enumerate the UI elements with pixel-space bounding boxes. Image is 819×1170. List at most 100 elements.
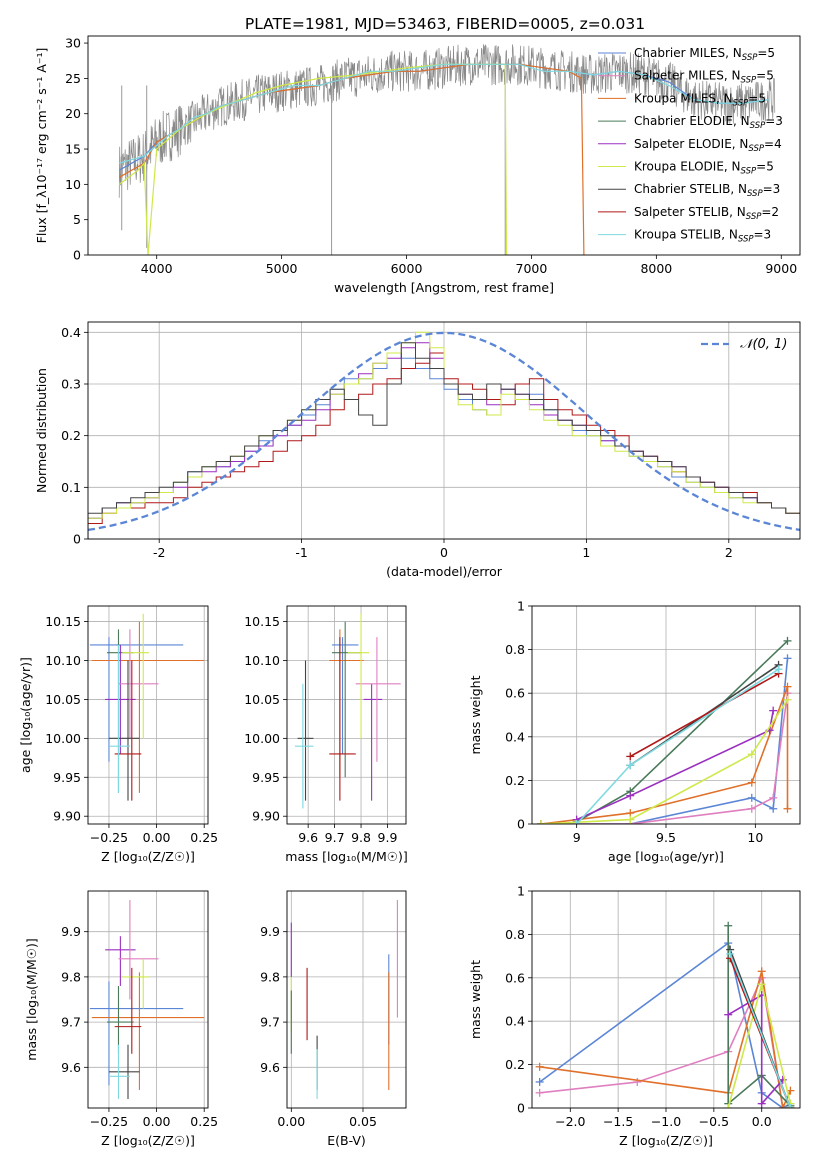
plot-area (89, 900, 205, 1099)
x-tick-label: −1.0 (651, 1114, 681, 1129)
data-point (108, 644, 130, 793)
y-axis-label: mass weight (468, 675, 483, 754)
plot-area (118, 44, 776, 255)
legend-entry-label: Chabrier MILES, NSSP=5 (634, 46, 775, 63)
legend-sub: SSP (750, 121, 766, 131)
x-tick-label: 9000 (765, 261, 797, 276)
y-tick-label: 10.05 (45, 692, 81, 707)
x-tick-label: −1.5 (603, 1114, 633, 1129)
legend-entry-label: Chabrier STELIB, NSSP=3 (634, 182, 780, 199)
x-tick-label: 7000 (516, 261, 548, 276)
data-point (108, 660, 140, 801)
legend-suffix: =4 (764, 137, 782, 151)
x-tick-label: 5000 (266, 261, 298, 276)
y-tick-label: 0.8 (505, 642, 525, 657)
legend-sub: SSP (746, 212, 762, 222)
data-point (108, 1044, 130, 1099)
data-point (91, 972, 205, 1090)
x-axis-label: Z [log₁₀(Z/Z☉)] (619, 1133, 713, 1148)
y-axis-label: mass [log₁₀(M/M☉)] (24, 938, 39, 1060)
data-point (118, 629, 159, 739)
x-tick-label: −2.0 (555, 1114, 585, 1129)
legend: 𝒩(0, 1) (701, 337, 787, 352)
y-tick-label: 20 (65, 106, 81, 121)
x-tick-label: 8000 (640, 261, 672, 276)
y-tick-label: 0.6 (505, 970, 525, 985)
y-tick-label: 0.2 (505, 1057, 525, 1072)
plot-area (535, 921, 795, 1108)
legend-sub: SSP (733, 98, 749, 108)
y-tick-label: 10.05 (244, 692, 280, 707)
y-tick-label: 0 (73, 248, 81, 263)
data-point (297, 660, 314, 801)
y-tick-label: 0 (517, 817, 525, 832)
legend-entry-label: Chabrier ELODIE, NSSP=3 (634, 114, 783, 131)
x-tick-label: -1 (295, 545, 307, 560)
data-point (118, 900, 159, 1000)
data-point (108, 1044, 140, 1099)
y-axis-label: age [log₁₀(age/yr)] (18, 657, 33, 773)
data-point (105, 644, 136, 754)
axes-frame (531, 890, 801, 1109)
x-tick-label: 2 (725, 545, 733, 560)
x-tick-label: 0.00 (277, 1114, 305, 1129)
data-point (363, 683, 383, 801)
plot-area (290, 900, 398, 1099)
x-tick-label: 9.6 (298, 830, 318, 845)
y-axis-label: Flux [f_λ10⁻¹⁷ erg cm⁻² s⁻¹ A⁻¹] (34, 48, 49, 244)
y-tick-label: 9.8 (260, 969, 280, 984)
y-tick-label: 25 (65, 71, 81, 86)
legend-suffix: =5 (757, 46, 775, 60)
x-tick-label: 9.5 (656, 830, 676, 845)
x-tick-label: 0 (440, 545, 448, 560)
plot-area (294, 613, 401, 809)
figure-title: PLATE=1981, MJD=53463, FIBERID=0005, z=0… (245, 15, 645, 33)
data-point (89, 981, 184, 1086)
chart-weight_vs_age: 9 9.5 10 0 0.2 0.4 0.6 0.8 1 age [log₁₀(age/yr)] m… (468, 599, 801, 864)
data-point (114, 660, 142, 801)
data-point (329, 637, 356, 801)
y-tick-label: 30 (65, 36, 81, 51)
series-line (119, 63, 769, 164)
legend: Chabrier MILES, NSSP=5 Salpeter MILES, NS… (598, 46, 783, 245)
series-line (539, 971, 792, 1108)
y-tick-label: 0 (73, 532, 81, 547)
x-axis-label: Z [log₁₀(Z/Z☉)] (101, 1133, 195, 1148)
y-tick-label: 0.2 (61, 428, 81, 443)
series-line (729, 953, 792, 1108)
chart-residuals: -2 -1 0 1 2 0 0.1 0.2 0.3 0.4 (data-model)/error No… (34, 321, 801, 579)
y-tick-label: 0.4 (505, 1014, 525, 1029)
axes-frame (87, 605, 209, 825)
legend-entry-label: Salpeter MILES, NSSP=5 (634, 69, 774, 86)
axes-frame (87, 35, 801, 256)
legend-sub: SSP (747, 189, 763, 199)
plot-area (536, 636, 792, 824)
legend-suffix: =3 (763, 182, 781, 196)
x-axis-label: (data-model)/error (386, 564, 503, 579)
y-tick-label: 9.95 (53, 770, 81, 785)
y-tick-label: 0 (517, 1101, 525, 1116)
legend-sub: SSP (748, 144, 764, 154)
x-axis-label: age [log₁₀(age/yr)] (608, 849, 724, 864)
data-point (122, 958, 149, 1009)
y-tick-label: 0.8 (505, 927, 525, 942)
x-tick-label: -2 (153, 545, 165, 560)
data-point (355, 637, 401, 762)
y-tick-label: 9.90 (252, 809, 280, 824)
x-tick-label: −0.25 (90, 1114, 128, 1129)
plots-container: 4000 5000 6000 7000 8000 9000051015202530wave… (18, 35, 801, 1148)
chart-age_vs_mass: 9.6 9.7 9.8 9.9 9.90 9.95 10.00 10.05 10.10 10.15… (244, 605, 408, 864)
data-point (107, 985, 134, 1054)
series-line (727, 993, 784, 1106)
x-tick-label: 9.7 (325, 830, 345, 845)
chart-spectrum: 4000 5000 6000 7000 8000 9000 0 5 10 15 20 25 30 wave… (34, 35, 801, 295)
x-tick-label: 9.8 (351, 830, 371, 845)
legend-entry-label: Salpeter ELODIE, NSSP=4 (634, 137, 782, 154)
series-line (727, 984, 792, 1108)
legend-suffix: =5 (756, 69, 774, 83)
data-point (122, 613, 149, 739)
y-tick-label: 0.6 (505, 686, 525, 701)
x-axis-label: mass [log₁₀(M/M☉)] (285, 849, 407, 864)
y-tick-label: 9.8 (61, 969, 81, 984)
